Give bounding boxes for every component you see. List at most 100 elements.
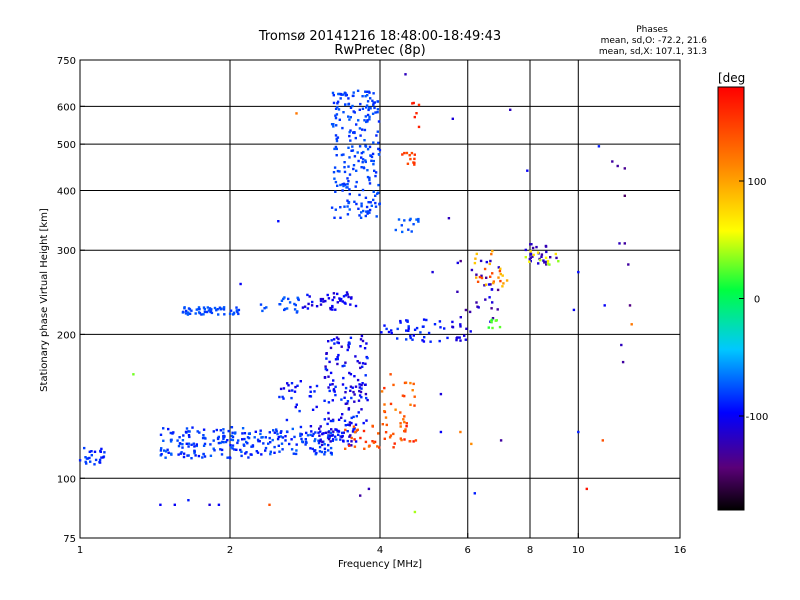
data-point — [341, 364, 344, 368]
data-point — [356, 378, 360, 382]
data-point — [335, 336, 339, 339]
data-point — [623, 242, 626, 245]
data-point — [438, 320, 442, 323]
data-point — [349, 389, 352, 392]
data-point — [544, 256, 548, 259]
data-point — [278, 395, 281, 399]
data-point — [366, 175, 370, 179]
data-point — [304, 443, 307, 446]
data-point — [491, 317, 495, 320]
data-point — [239, 282, 242, 286]
data-point — [497, 276, 500, 279]
data-point — [212, 430, 215, 433]
data-point — [247, 456, 250, 459]
data-point — [349, 106, 353, 109]
data-point — [344, 183, 347, 186]
data-point — [355, 415, 358, 418]
data-point — [353, 431, 357, 434]
data-point — [329, 383, 332, 386]
data-point — [336, 102, 339, 105]
data-point — [241, 438, 244, 441]
data-point — [334, 180, 338, 184]
data-point — [293, 302, 296, 306]
data-point — [89, 460, 92, 463]
data-point — [345, 186, 348, 189]
colorbar-tick-label: -100 — [746, 412, 769, 423]
y-tick-label: 400 — [57, 186, 76, 197]
data-point — [357, 159, 360, 163]
data-point — [90, 450, 93, 453]
stats-line-x: mean, sd,X: 107.1, 31.3 — [599, 47, 707, 57]
data-point — [499, 439, 503, 442]
data-point — [341, 434, 344, 438]
data-point — [362, 429, 366, 433]
data-point — [187, 445, 190, 448]
data-point — [182, 434, 185, 437]
data-point — [304, 438, 307, 441]
data-point — [284, 435, 287, 438]
data-point — [407, 325, 410, 328]
data-point — [332, 171, 336, 174]
data-point — [305, 431, 308, 435]
data-point — [264, 436, 267, 439]
data-point — [373, 101, 376, 104]
data-point — [470, 442, 473, 446]
data-point — [281, 448, 284, 451]
data-point — [303, 305, 307, 308]
data-point — [350, 149, 353, 152]
data-point — [343, 205, 346, 208]
data-point — [485, 260, 488, 264]
data-point — [332, 379, 335, 382]
y-tick-label: 500 — [57, 140, 76, 151]
data-point — [291, 389, 294, 392]
data-point — [498, 269, 502, 273]
colorbar-label: [deg — [718, 71, 745, 85]
data-point — [422, 325, 425, 328]
data-point — [389, 434, 393, 437]
data-point — [226, 439, 229, 442]
data-point — [335, 137, 338, 141]
data-point — [501, 274, 504, 277]
data-point — [390, 329, 393, 332]
data-point — [545, 250, 548, 254]
data-point — [358, 383, 361, 386]
data-point — [348, 173, 352, 176]
data-point — [317, 441, 321, 445]
data-point — [241, 432, 244, 435]
data-point — [347, 115, 350, 118]
data-point — [499, 267, 502, 270]
data-point — [229, 309, 233, 312]
data-point — [348, 192, 351, 196]
data-point — [334, 190, 337, 193]
data-point — [480, 276, 484, 280]
data-point — [354, 304, 358, 308]
data-point — [380, 331, 383, 334]
data-point — [346, 400, 350, 403]
data-point — [413, 153, 416, 156]
chart-title: Tromsø 20141216 18:48:00-18:49:43 — [258, 29, 501, 44]
data-point — [336, 136, 340, 139]
data-point — [455, 338, 458, 342]
data-point — [308, 395, 311, 398]
data-point — [431, 270, 434, 274]
data-point — [185, 442, 188, 445]
data-point — [355, 169, 358, 172]
data-point — [487, 326, 490, 329]
data-point — [242, 443, 245, 446]
data-point — [84, 456, 87, 459]
data-point — [354, 355, 357, 358]
data-point — [344, 424, 347, 427]
data-point — [366, 148, 370, 151]
data-point — [401, 153, 404, 156]
data-point — [414, 439, 418, 442]
data-point — [361, 362, 365, 365]
data-point — [294, 303, 297, 307]
y-tick-label: 300 — [57, 246, 76, 257]
data-point — [484, 298, 487, 301]
data-point — [367, 108, 370, 112]
data-point — [281, 436, 285, 439]
data-point — [311, 434, 314, 437]
data-point — [327, 431, 330, 434]
data-point — [349, 129, 352, 132]
data-point — [268, 431, 271, 434]
